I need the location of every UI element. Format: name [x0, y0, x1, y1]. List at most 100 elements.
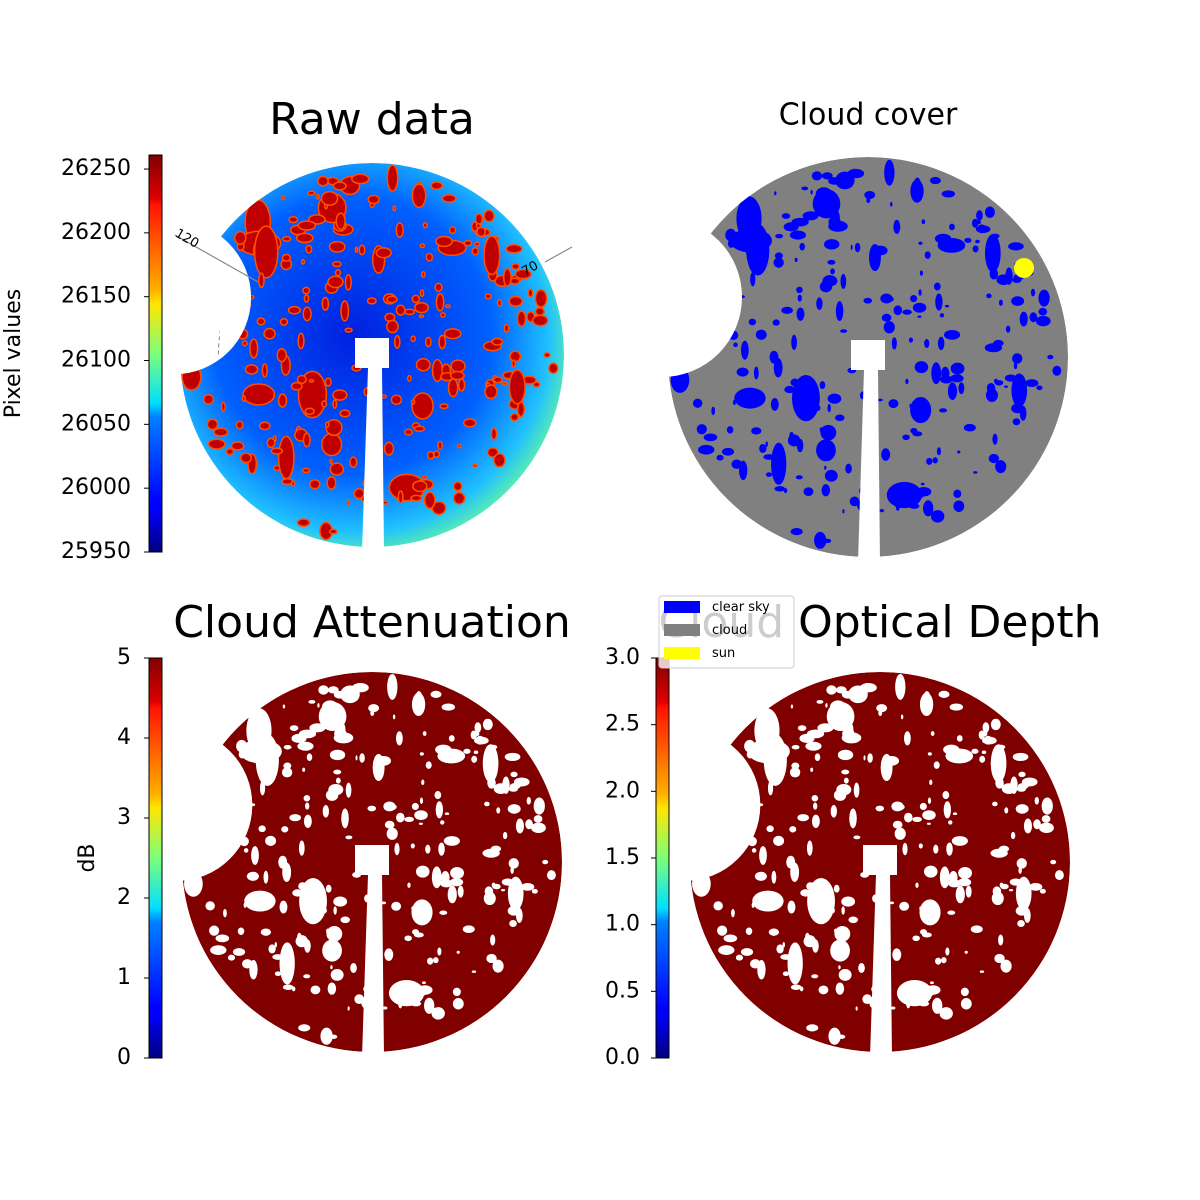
- cloud-blob: [237, 927, 245, 935]
- cloud-blob: [732, 399, 736, 406]
- cloud-blob: [486, 953, 497, 964]
- cloud-blob: [912, 302, 927, 313]
- cloud-blob: [892, 820, 903, 829]
- cloud-blob: [903, 731, 911, 746]
- cloud-blob: [902, 842, 908, 856]
- cloud-blob: [740, 340, 749, 360]
- cloud-blob: [329, 462, 345, 476]
- cloud-blob: [927, 797, 932, 805]
- cloud-blob: [728, 330, 739, 340]
- cloud-blob: [303, 814, 312, 829]
- cloud-blob: [857, 499, 871, 512]
- cloud-blob: [735, 954, 744, 961]
- cloud-blob: [759, 846, 767, 865]
- cloud-blob: [463, 748, 471, 754]
- cloud-blob: [532, 314, 549, 327]
- cloud-blob: [1023, 908, 1031, 923]
- cloud-blob: [960, 998, 972, 1010]
- cloud-blob: [301, 467, 311, 474]
- cloud-blob: [864, 190, 876, 200]
- cloud-blob: [329, 458, 333, 465]
- cloud-blob: [929, 779, 933, 786]
- legend-label: cloud: [712, 623, 747, 638]
- cloud-blob: [235, 420, 244, 430]
- colorbar-label: dB: [75, 843, 100, 872]
- angle-label: 70: [519, 258, 541, 279]
- sky-image: [182, 672, 562, 1052]
- cloud-blob: [1008, 242, 1024, 251]
- cloud-blob: [419, 752, 424, 756]
- cloud-blob: [895, 673, 906, 700]
- cloud-blob: [811, 171, 823, 181]
- cloud-blob: [350, 963, 357, 974]
- cloud-blob: [1038, 307, 1048, 316]
- colorbar: [148, 657, 163, 1059]
- cloud-blob: [958, 382, 965, 395]
- cloud-blob: [844, 721, 854, 738]
- cloud-blob: [859, 530, 870, 541]
- cloud-blob: [223, 908, 227, 918]
- cloud-blob: [325, 884, 332, 893]
- cloud-blob: [210, 945, 227, 955]
- cloud-blob: [473, 750, 479, 755]
- cloud-blob: [972, 245, 979, 253]
- cloud-blob: [546, 870, 556, 881]
- cloud-blob: [932, 457, 938, 464]
- cloud-blob: [745, 927, 753, 935]
- cloud-blob: [814, 753, 821, 762]
- colorbar: [655, 657, 670, 1059]
- cloud-blob: [243, 848, 249, 853]
- cloud-blob: [352, 871, 362, 878]
- panel: Raw data12070259502600026050261002615026…: [1, 94, 573, 564]
- cloud-blob: [983, 731, 988, 737]
- cloud-blob: [354, 994, 365, 1005]
- cloud-blob: [414, 301, 430, 314]
- cloud-blob: [920, 986, 935, 998]
- cloud-blob: [456, 443, 462, 449]
- tick-label: 0: [117, 1045, 131, 1070]
- cloud-blob: [250, 803, 256, 807]
- cloud-blob: [1013, 362, 1018, 370]
- cloud-blob: [851, 342, 863, 353]
- cloud-blob: [816, 699, 824, 704]
- cloud-blob: [759, 443, 767, 453]
- legend-swatch: [664, 601, 700, 613]
- cloud-blob: [398, 996, 403, 1009]
- cloud-blob: [1029, 312, 1038, 323]
- cloud-blob: [869, 997, 883, 1010]
- cloud-blob: [1021, 777, 1038, 787]
- cloud-blob: [827, 259, 836, 265]
- cloud-blob: [948, 879, 961, 888]
- cloud-blob: [775, 233, 784, 239]
- cloud-blob: [920, 482, 925, 486]
- cloud-blob: [824, 239, 840, 250]
- cloud-blob: [501, 381, 508, 386]
- cloud-blob: [471, 755, 478, 763]
- cloud-blob: [282, 235, 292, 242]
- cloud-blob: [935, 957, 942, 965]
- sky-image: [690, 672, 1070, 1052]
- cloud-blob: [297, 332, 305, 350]
- cloud-blob: [491, 337, 504, 346]
- cloud-blob: [841, 896, 856, 907]
- cloud-blob: [321, 296, 330, 311]
- cloud-blob: [944, 304, 950, 308]
- cloud-blob: [298, 840, 305, 856]
- cloud-blob: [363, 984, 375, 994]
- cloud-blob: [283, 762, 292, 770]
- cloud-blob: [965, 885, 972, 898]
- cloud-blob: [1047, 354, 1054, 360]
- cloud-blob: [955, 885, 965, 904]
- cloud-blob: [317, 175, 329, 187]
- cloud-blob: [797, 294, 802, 302]
- cloud-blob: [244, 364, 259, 375]
- cloud-blob: [420, 270, 426, 278]
- cloud-blob: [821, 484, 831, 497]
- cloud-blob: [835, 982, 845, 995]
- cloud-blob: [410, 399, 416, 405]
- cloud-blob: [943, 801, 952, 819]
- cloud-blob: [463, 239, 473, 247]
- cloud-blob: [351, 173, 370, 185]
- cloud-blob: [840, 329, 848, 333]
- cloud-blob: [939, 313, 945, 318]
